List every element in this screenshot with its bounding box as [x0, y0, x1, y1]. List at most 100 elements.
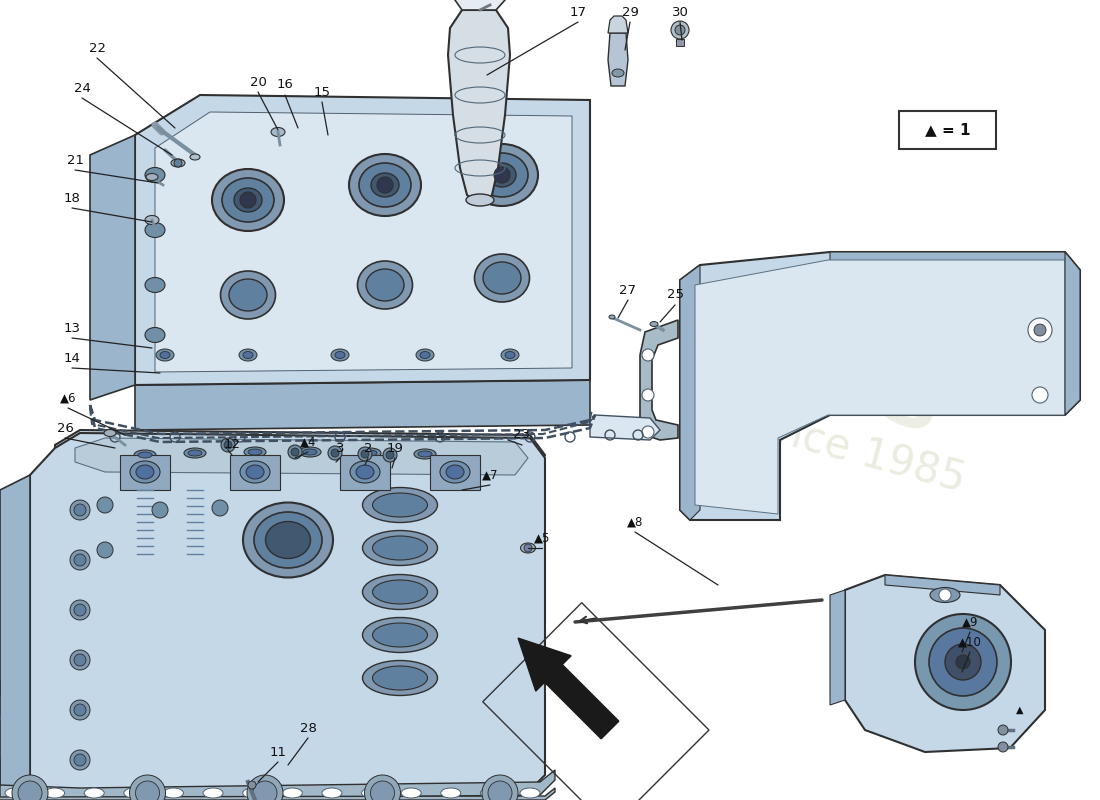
Bar	[676, 39, 684, 46]
Ellipse shape	[243, 351, 253, 358]
Ellipse shape	[373, 580, 428, 604]
Ellipse shape	[476, 153, 528, 197]
Text: 14: 14	[64, 351, 80, 365]
Text: 17: 17	[570, 6, 586, 18]
Ellipse shape	[356, 465, 374, 479]
Circle shape	[386, 451, 394, 459]
Circle shape	[930, 628, 997, 696]
Text: 12: 12	[223, 438, 241, 451]
Ellipse shape	[164, 788, 184, 798]
Polygon shape	[430, 455, 480, 490]
Text: ▲9: ▲9	[961, 615, 978, 629]
Circle shape	[74, 754, 86, 766]
Text: ▲7: ▲7	[482, 469, 498, 482]
Ellipse shape	[243, 788, 263, 798]
Polygon shape	[135, 380, 590, 430]
Circle shape	[939, 589, 952, 601]
Ellipse shape	[156, 349, 174, 361]
Text: 26: 26	[56, 422, 74, 434]
Circle shape	[675, 25, 685, 35]
Ellipse shape	[299, 447, 321, 457]
Circle shape	[361, 450, 368, 458]
Circle shape	[642, 389, 654, 401]
Ellipse shape	[481, 788, 500, 798]
Ellipse shape	[520, 788, 540, 798]
Ellipse shape	[349, 154, 421, 216]
Polygon shape	[830, 252, 1080, 290]
Circle shape	[74, 704, 86, 716]
Circle shape	[945, 644, 981, 680]
Polygon shape	[90, 135, 135, 400]
Ellipse shape	[483, 262, 521, 294]
Polygon shape	[0, 475, 30, 795]
Text: 18: 18	[64, 191, 80, 205]
Circle shape	[524, 544, 532, 552]
Ellipse shape	[134, 450, 156, 460]
Circle shape	[240, 192, 256, 208]
Text: 13: 13	[64, 322, 80, 334]
Ellipse shape	[104, 430, 116, 437]
Ellipse shape	[466, 144, 538, 206]
Ellipse shape	[363, 487, 438, 522]
Ellipse shape	[145, 215, 160, 225]
Circle shape	[74, 654, 86, 666]
Polygon shape	[155, 112, 572, 372]
Ellipse shape	[362, 788, 382, 798]
Circle shape	[70, 500, 90, 520]
Text: 11: 11	[270, 746, 286, 758]
Text: 21: 21	[66, 154, 84, 166]
Ellipse shape	[322, 788, 342, 798]
Circle shape	[248, 775, 283, 800]
Ellipse shape	[366, 269, 404, 301]
Circle shape	[331, 449, 339, 457]
Ellipse shape	[466, 194, 494, 206]
Ellipse shape	[373, 623, 428, 647]
Polygon shape	[135, 95, 590, 385]
Ellipse shape	[363, 618, 438, 653]
Circle shape	[152, 502, 168, 518]
Circle shape	[494, 167, 510, 183]
Text: 25: 25	[667, 289, 683, 302]
Circle shape	[212, 500, 228, 516]
Circle shape	[97, 542, 113, 558]
Ellipse shape	[505, 351, 515, 358]
Circle shape	[130, 775, 165, 800]
Ellipse shape	[265, 522, 310, 558]
Ellipse shape	[650, 322, 658, 326]
Ellipse shape	[184, 448, 206, 458]
Ellipse shape	[363, 450, 377, 456]
Circle shape	[174, 159, 182, 167]
FancyBboxPatch shape	[899, 111, 996, 149]
Ellipse shape	[373, 493, 428, 517]
Ellipse shape	[358, 261, 412, 309]
Circle shape	[364, 775, 400, 800]
Polygon shape	[30, 433, 544, 800]
Text: ▲: ▲	[1016, 705, 1024, 715]
Ellipse shape	[414, 449, 436, 459]
Circle shape	[12, 775, 48, 800]
Ellipse shape	[612, 69, 624, 77]
Circle shape	[671, 21, 689, 39]
Text: ▲ = 1: ▲ = 1	[925, 122, 970, 138]
Circle shape	[70, 650, 90, 670]
Ellipse shape	[146, 174, 158, 181]
Ellipse shape	[130, 461, 159, 483]
Circle shape	[224, 441, 232, 449]
Circle shape	[1032, 387, 1048, 403]
Ellipse shape	[188, 450, 202, 456]
Ellipse shape	[160, 351, 170, 358]
Text: since 1985: since 1985	[740, 400, 970, 500]
Polygon shape	[608, 16, 628, 33]
Circle shape	[915, 614, 1011, 710]
Ellipse shape	[6, 788, 25, 798]
Circle shape	[371, 781, 395, 800]
Text: ares: ares	[727, 308, 953, 452]
Polygon shape	[608, 33, 628, 86]
Ellipse shape	[488, 163, 516, 187]
Ellipse shape	[271, 127, 285, 137]
Polygon shape	[640, 320, 678, 440]
Ellipse shape	[45, 788, 65, 798]
Ellipse shape	[145, 327, 165, 342]
Ellipse shape	[363, 574, 438, 610]
Ellipse shape	[170, 159, 185, 167]
